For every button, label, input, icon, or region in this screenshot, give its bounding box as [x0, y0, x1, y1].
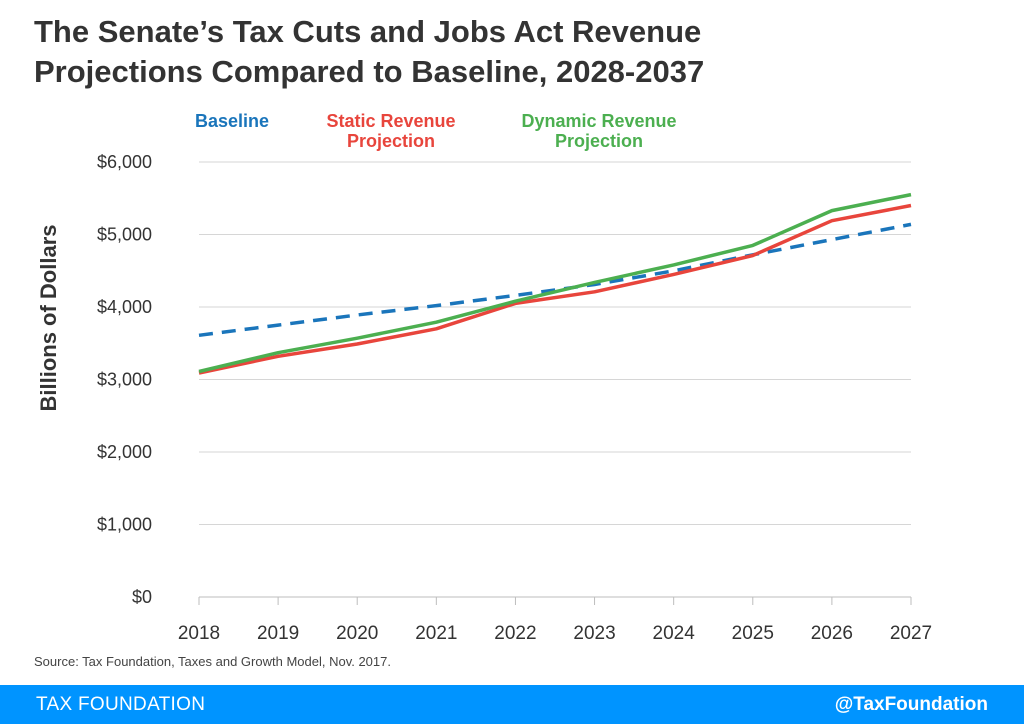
y-tick-label: $4,000	[97, 297, 152, 317]
x-tick-label: 2023	[573, 623, 615, 644]
chart-title-line-1: The Senate’s Tax Cuts and Jobs Act Reven…	[34, 14, 702, 49]
legend-static-label-line-1: Static Revenue	[326, 111, 456, 131]
y-axis-label: Billions of Dollars	[36, 224, 61, 411]
x-tick-label: 2026	[811, 623, 853, 644]
footer-handle: @TaxFoundation	[834, 694, 988, 715]
legend-static: Static Revenue Projection	[310, 111, 472, 151]
x-tick-label: 2024	[653, 623, 696, 644]
y-tick-label: $6,000	[97, 152, 152, 172]
x-tick-label: 2022	[494, 623, 536, 644]
series-line-dynamic-revenue-projection	[198, 192, 912, 374]
chart-title-line-2: Projections Compared to Baseline, 2028-2…	[34, 54, 705, 89]
y-axis-tick-labels: $0 $1,000 $2,000 $3,000 $4,000 $5,000 $6,000	[97, 152, 152, 607]
legend-dynamic: Dynamic Revenue Projection	[504, 111, 694, 151]
legend-static-label-line-2: Projection	[346, 131, 435, 151]
legend-baseline-label: Baseline	[194, 111, 270, 131]
x-tick-label: 2018	[178, 623, 220, 644]
x-tick-label: 2020	[336, 623, 378, 644]
legend-dynamic-label-line-1: Dynamic Revenue	[521, 111, 677, 131]
footer-bar: TAX FOUNDATION @TaxFoundation	[0, 685, 1024, 724]
chart-title: The Senate’s Tax Cuts and Jobs Act Reven…	[34, 12, 994, 92]
series-line-static-revenue-projection	[198, 203, 912, 375]
grid-lines	[199, 161, 911, 598]
y-tick-label: $5,000	[97, 225, 152, 245]
y-tick-label: $1,000	[97, 515, 152, 535]
legend-dynamic-label-line-2: Projection	[554, 131, 643, 151]
y-tick-label: $2,000	[97, 442, 152, 462]
series-lines	[198, 192, 912, 375]
x-tick-label: 2019	[257, 623, 299, 644]
x-tick-label: 2025	[732, 623, 774, 644]
legend-baseline: Baseline	[186, 111, 278, 131]
x-tick-label: 2021	[415, 623, 457, 644]
source-note: Source: Tax Foundation, Taxes and Growth…	[34, 654, 391, 669]
series-line-baseline	[198, 222, 912, 338]
footer-brand: TAX FOUNDATION	[36, 694, 206, 715]
x-axis-tick-labels: 2018 2019 2020 2021 2022 2023 2024 2025 2026 2027	[178, 597, 932, 644]
y-tick-label: $0	[132, 587, 152, 607]
y-tick-label: $3,000	[97, 370, 152, 390]
x-tick-label: 2027	[890, 623, 932, 644]
